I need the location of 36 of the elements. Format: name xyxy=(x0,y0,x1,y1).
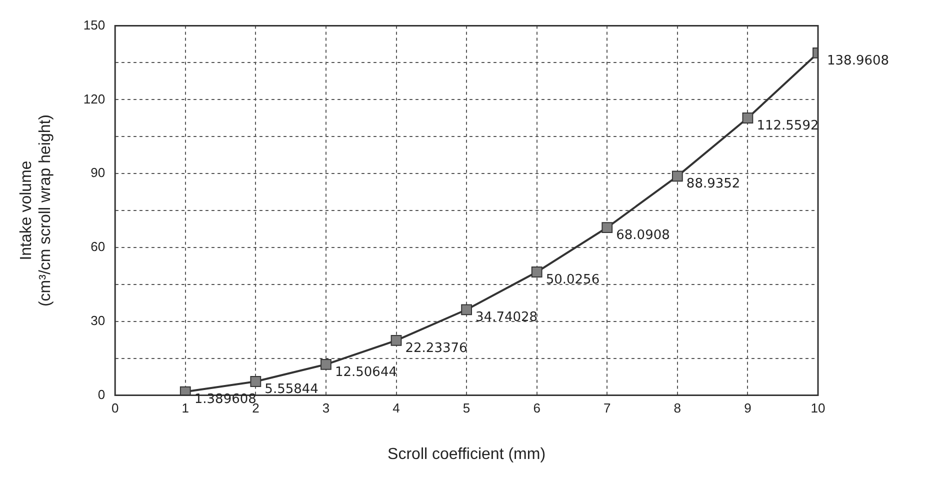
data-label: 50.0256 xyxy=(546,272,600,288)
x-tick-label: 1 xyxy=(182,400,189,416)
point xyxy=(531,266,542,278)
point xyxy=(390,334,402,346)
data-label: 88.9352 xyxy=(686,176,740,192)
y-tick-label: 30 xyxy=(90,312,106,328)
y-tick-label: 60 xyxy=(90,239,106,254)
x-tick-label: 7 xyxy=(604,400,611,416)
y-tick-label: 150 xyxy=(83,17,106,32)
x-tick-label: 9 xyxy=(744,400,752,416)
point xyxy=(250,376,262,387)
data-label: 22.23376 xyxy=(405,340,468,356)
y-tick-label: 120 xyxy=(83,91,106,106)
data-label: 112.5592 xyxy=(756,118,819,134)
point xyxy=(320,358,332,370)
point xyxy=(742,112,754,124)
data-label: 34.74028 xyxy=(476,310,538,326)
y-axis-title: Intake volume (cm³/cm scroll wrap height) xyxy=(18,114,54,307)
y-tick-label: 90 xyxy=(90,165,106,180)
x-tick-label: 0 xyxy=(111,400,119,416)
x-tick-label: 5 xyxy=(462,400,470,416)
point xyxy=(461,304,472,316)
x-tick-label: 10 xyxy=(810,400,826,416)
point xyxy=(602,222,613,233)
x-axis-title: Scroll coefficient (mm) xyxy=(388,446,546,463)
x-tick-label: 6 xyxy=(533,400,540,416)
x-tick-label: 4 xyxy=(392,400,400,416)
point xyxy=(180,386,191,396)
data-label: 138.9608 xyxy=(827,53,890,68)
data-label: 12.50644 xyxy=(334,364,397,380)
data-label: 5.55844 xyxy=(264,382,318,397)
x-tick-label: 3 xyxy=(322,400,330,416)
x-tick-label: 8 xyxy=(674,400,682,416)
data-label: 68.0908 xyxy=(616,228,670,243)
point xyxy=(672,170,683,182)
y-tick-label: 0 xyxy=(98,386,106,402)
